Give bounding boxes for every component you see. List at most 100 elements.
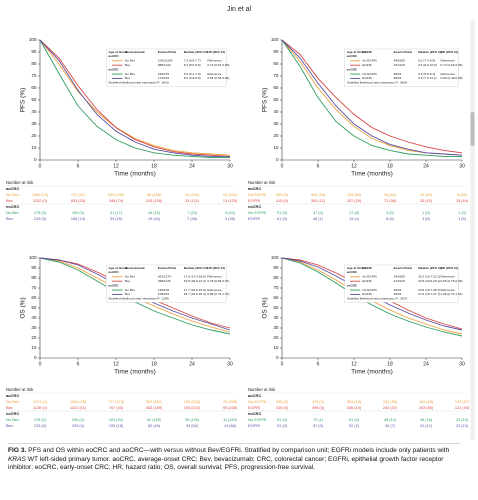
legend-stat: 7.3 (6.9-7.7) [184, 59, 201, 63]
legend-header: HR (95% CI) [441, 50, 459, 54]
risk-row-label: EGFRi [248, 423, 260, 428]
risk-count: 219 (0) [34, 424, 47, 428]
legend-stat: 0.78 (0.69-0.87) [207, 279, 229, 283]
risk-count: 15 (44) [456, 199, 469, 203]
legend-stat: 0.88 (0.73-1.07) [207, 292, 229, 296]
legend-stat: 0.74 (0.64-0.86) [441, 63, 463, 67]
risk-count: 91 (0) [277, 211, 288, 215]
risk-count: 122 (93) [455, 406, 470, 410]
risk-count: 61 (0) [277, 424, 288, 428]
y-tick-label: 30 [273, 121, 279, 126]
y-tick-label: 40 [273, 315, 279, 320]
risk-count: 535 (0) [276, 400, 289, 404]
risk-count: 19 (34) [148, 217, 161, 221]
y-tick-label: 70 [31, 285, 37, 290]
risk-row-label: No Bev [6, 210, 19, 215]
risk-count: 415 (0) [276, 406, 289, 410]
y-tick-label: 20 [273, 133, 279, 138]
risk-count: 346 (14) [347, 406, 362, 410]
risk-count: 150 (9) [72, 211, 85, 215]
risk-count: 76 (559) [223, 400, 238, 404]
y-tick-label: 20 [31, 133, 37, 138]
x-tick-label: 30 [459, 361, 465, 367]
legend-header: Median (95% CI) [184, 50, 208, 54]
risk-count: 348 (74) [109, 199, 124, 203]
risk-row-label: Bev [6, 405, 13, 410]
y-tick-label: 50 [31, 97, 37, 102]
legend-header: HR (95% CI) [441, 266, 459, 270]
risk-count: 82 (49) [148, 424, 161, 428]
legend-header: Events/Total [158, 50, 176, 54]
y-tick-label: 50 [31, 305, 37, 310]
survival-curve [39, 39, 230, 159]
risk-count: 4 (20) [225, 211, 236, 215]
legend-stat: 0.69 (0.49-0.98) [441, 76, 463, 80]
risk-count: 399 (3) [312, 406, 325, 410]
y-tick-label: 10 [273, 345, 279, 350]
y-tick-label: 60 [31, 85, 37, 90]
risk-count: 36 (18) [420, 418, 433, 422]
legend-stat: 5.9 (5.1-7.0) [184, 72, 201, 76]
legend-entry: No EGFRi [362, 59, 376, 63]
legend-stat: 17.8 (17.0-18.6) [184, 275, 206, 279]
risk-group: aoCRC [6, 393, 19, 398]
risk-count: 61 (4) [349, 418, 360, 422]
legend-box [106, 264, 227, 303]
scrollbar-thumb[interactable] [470, 112, 475, 146]
x-tick-label: 24 [423, 361, 429, 367]
scrollbar-track[interactable] [470, 20, 475, 440]
y-tick-label: 30 [31, 121, 37, 126]
legend-header: EGFRi [362, 50, 372, 54]
legend-header: EGFRi [362, 266, 372, 270]
y-axis-label: PFS (%) [20, 88, 27, 113]
x-tick-label: 30 [227, 361, 233, 367]
legend-stat: 8.0 (6.9-8.8) [184, 76, 201, 80]
legend-stat: 173/219 [158, 76, 169, 80]
y-tick-label: 100 [271, 37, 279, 42]
risk-count: 157 (29) [347, 199, 362, 203]
x-tick-label: 0 [39, 163, 42, 169]
risk-count: 31 (12) [420, 424, 433, 428]
risk-count: 30 (126) [185, 418, 200, 422]
legend-group: aoCRC [108, 54, 119, 58]
legend-stat: 0.68 (0.54-0.84) [207, 76, 229, 80]
risk-count: 13 (125) [223, 199, 238, 203]
y-tick-label: 90 [31, 49, 37, 54]
caption-label: FIG 3. [8, 447, 27, 454]
y-tick-label: 40 [31, 109, 37, 114]
legend-box [344, 264, 459, 303]
legend-header: Bevacizumab [125, 50, 145, 54]
risk-count: 235 (136) [108, 193, 125, 197]
risk-count: 1152 (0) [33, 199, 48, 203]
x-tick-label: 0 [39, 361, 42, 367]
legend-stat: Reference [441, 59, 456, 63]
risk-count: 52 (118) [147, 418, 162, 422]
legend-stat: 498/1136 [158, 279, 171, 283]
risk-count: 535 (0) [276, 193, 289, 197]
x-tick-label: 6 [77, 163, 80, 169]
legend-stat: 23.8 (19.7-30.7) [418, 288, 440, 292]
risk-count: 300 (12) [311, 199, 326, 203]
risk-count: 164 (69) [419, 400, 434, 404]
y-tick-label: 80 [273, 61, 279, 66]
risk-count: 103 (109) [146, 199, 163, 203]
survival-curve [39, 39, 231, 156]
risk-group: eoCRC [248, 204, 261, 209]
x-tick-label: 12 [113, 163, 119, 169]
risk-group: aoCRC [248, 393, 261, 398]
risk-count: 22 (19) [456, 418, 469, 422]
legend-stat: 140/278 [158, 288, 169, 292]
legend-stat: 86/91 [394, 72, 402, 76]
legend-stat: 48/91 [394, 288, 402, 292]
survival-curve [281, 257, 463, 337]
x-tick-label: 30 [227, 163, 233, 169]
risk-count: 3 (5) [422, 217, 431, 221]
legend-stat: 30/61 [394, 292, 402, 296]
legend-entry: EGFRi [362, 76, 372, 80]
y-axis-label: OS (%) [20, 297, 27, 318]
risk-count: 1069 (25) [70, 400, 87, 404]
risk-count: 392 (467) [146, 400, 163, 404]
x-tick-label: 0 [281, 163, 284, 169]
